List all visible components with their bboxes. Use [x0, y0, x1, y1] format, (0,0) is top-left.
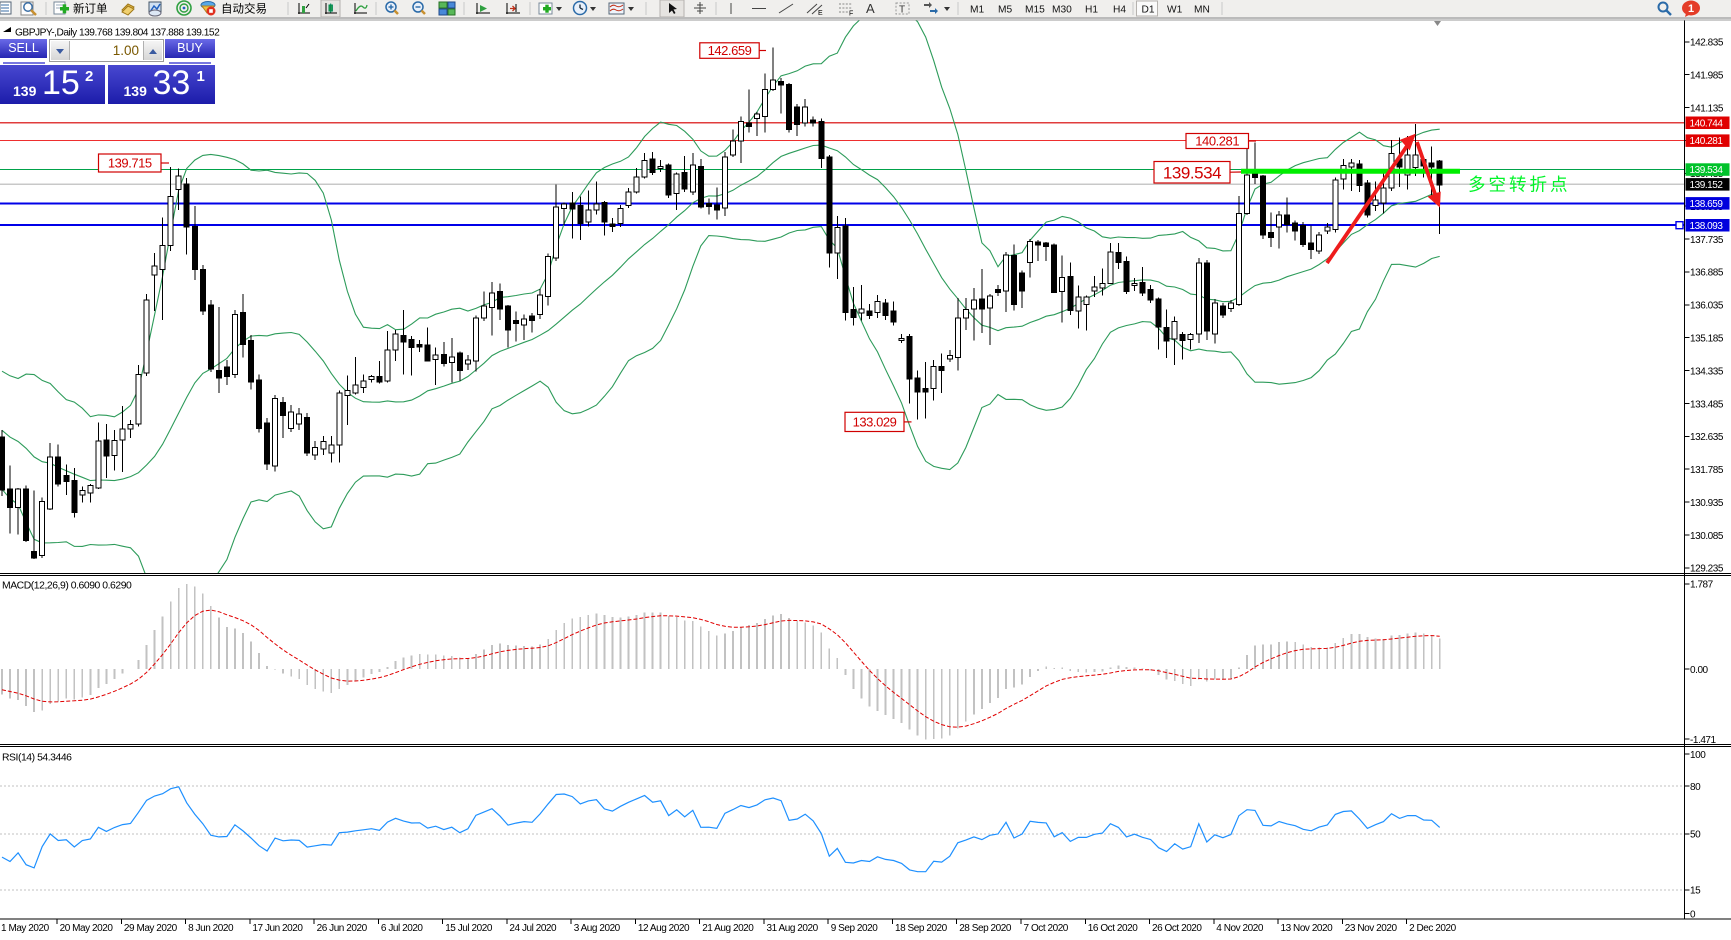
- svg-text:50: 50: [1690, 830, 1701, 841]
- svg-text:6 Jul 2020: 6 Jul 2020: [381, 923, 424, 934]
- svg-text:138.093: 138.093: [1690, 221, 1724, 232]
- svg-text:134.335: 134.335: [1690, 366, 1724, 377]
- svg-text:135.185: 135.185: [1690, 334, 1724, 345]
- svg-text:137.735: 137.735: [1690, 235, 1724, 246]
- svg-text:139.534: 139.534: [1690, 165, 1724, 176]
- svg-text:RSI(14) 54.3446: RSI(14) 54.3446: [2, 753, 72, 764]
- svg-text:140.281: 140.281: [1195, 134, 1239, 149]
- svg-text:15 Jul 2020: 15 Jul 2020: [445, 923, 493, 934]
- svg-text:9 Sep 2020: 9 Sep 2020: [831, 923, 879, 934]
- svg-text:17 Jun 2020: 17 Jun 2020: [252, 923, 303, 934]
- svg-text:142.835: 142.835: [1690, 38, 1724, 49]
- svg-text:1 May 2020: 1 May 2020: [1, 923, 50, 934]
- svg-text:139.715: 139.715: [108, 156, 152, 171]
- svg-text:139.534: 139.534: [1163, 163, 1221, 182]
- svg-text:16 Oct 2020: 16 Oct 2020: [1088, 923, 1138, 934]
- svg-text:142.659: 142.659: [708, 43, 752, 58]
- svg-text:1.787: 1.787: [1690, 580, 1714, 591]
- svg-text:132.635: 132.635: [1690, 432, 1724, 443]
- svg-text:136.885: 136.885: [1690, 268, 1724, 279]
- svg-text:31 Aug 2020: 31 Aug 2020: [767, 923, 819, 934]
- svg-text:18 Sep 2020: 18 Sep 2020: [895, 923, 948, 934]
- svg-text:3 Aug 2020: 3 Aug 2020: [574, 923, 621, 934]
- svg-text:138.659: 138.659: [1690, 199, 1724, 210]
- svg-text:26 Jun 2020: 26 Jun 2020: [317, 923, 368, 934]
- svg-text:-1.471: -1.471: [1690, 735, 1717, 746]
- svg-text:0.00: 0.00: [1690, 665, 1709, 676]
- svg-text:13 Nov 2020: 13 Nov 2020: [1281, 923, 1334, 934]
- svg-text:GBPJPY-,Daily 139.768 139.804: GBPJPY-,Daily 139.768 139.804 137.888 13…: [15, 28, 220, 39]
- svg-text:29 May 2020: 29 May 2020: [124, 923, 178, 934]
- svg-text:20 May 2020: 20 May 2020: [60, 923, 114, 934]
- svg-text:136.035: 136.035: [1690, 301, 1724, 312]
- svg-text:130.935: 130.935: [1690, 498, 1724, 509]
- svg-text:21 Aug 2020: 21 Aug 2020: [702, 923, 754, 934]
- svg-text:23 Nov 2020: 23 Nov 2020: [1345, 923, 1398, 934]
- svg-text:24 Jul 2020: 24 Jul 2020: [509, 923, 557, 934]
- svg-text:7 Oct 2020: 7 Oct 2020: [1024, 923, 1069, 934]
- svg-text:8 Jun 2020: 8 Jun 2020: [188, 923, 234, 934]
- svg-text:80: 80: [1690, 782, 1701, 793]
- svg-text:140.281: 140.281: [1690, 136, 1724, 147]
- svg-text:4 Nov 2020: 4 Nov 2020: [1216, 923, 1264, 934]
- svg-text:15: 15: [1690, 886, 1701, 897]
- svg-text:100: 100: [1690, 750, 1706, 761]
- svg-text:129.235: 129.235: [1690, 564, 1724, 575]
- svg-text:26 Oct 2020: 26 Oct 2020: [1152, 923, 1202, 934]
- svg-text:2 Dec 2020: 2 Dec 2020: [1409, 923, 1457, 934]
- svg-text:133.029: 133.029: [853, 415, 897, 430]
- svg-text:139.152: 139.152: [1690, 180, 1724, 191]
- svg-text:141.985: 141.985: [1690, 71, 1724, 82]
- svg-text:多空转折点: 多空转折点: [1468, 175, 1571, 195]
- svg-text:MACD(12,26,9) 0.6090 0.6290: MACD(12,26,9) 0.6090 0.6290: [2, 581, 132, 592]
- svg-text:130.085: 130.085: [1690, 531, 1724, 542]
- svg-text:131.785: 131.785: [1690, 465, 1724, 476]
- svg-text:28 Sep 2020: 28 Sep 2020: [959, 923, 1012, 934]
- svg-text:133.485: 133.485: [1690, 399, 1724, 410]
- svg-text:140.744: 140.744: [1690, 118, 1724, 129]
- svg-text:12 Aug 2020: 12 Aug 2020: [638, 923, 690, 934]
- svg-text:0: 0: [1690, 910, 1696, 921]
- svg-text:141.135: 141.135: [1690, 103, 1724, 114]
